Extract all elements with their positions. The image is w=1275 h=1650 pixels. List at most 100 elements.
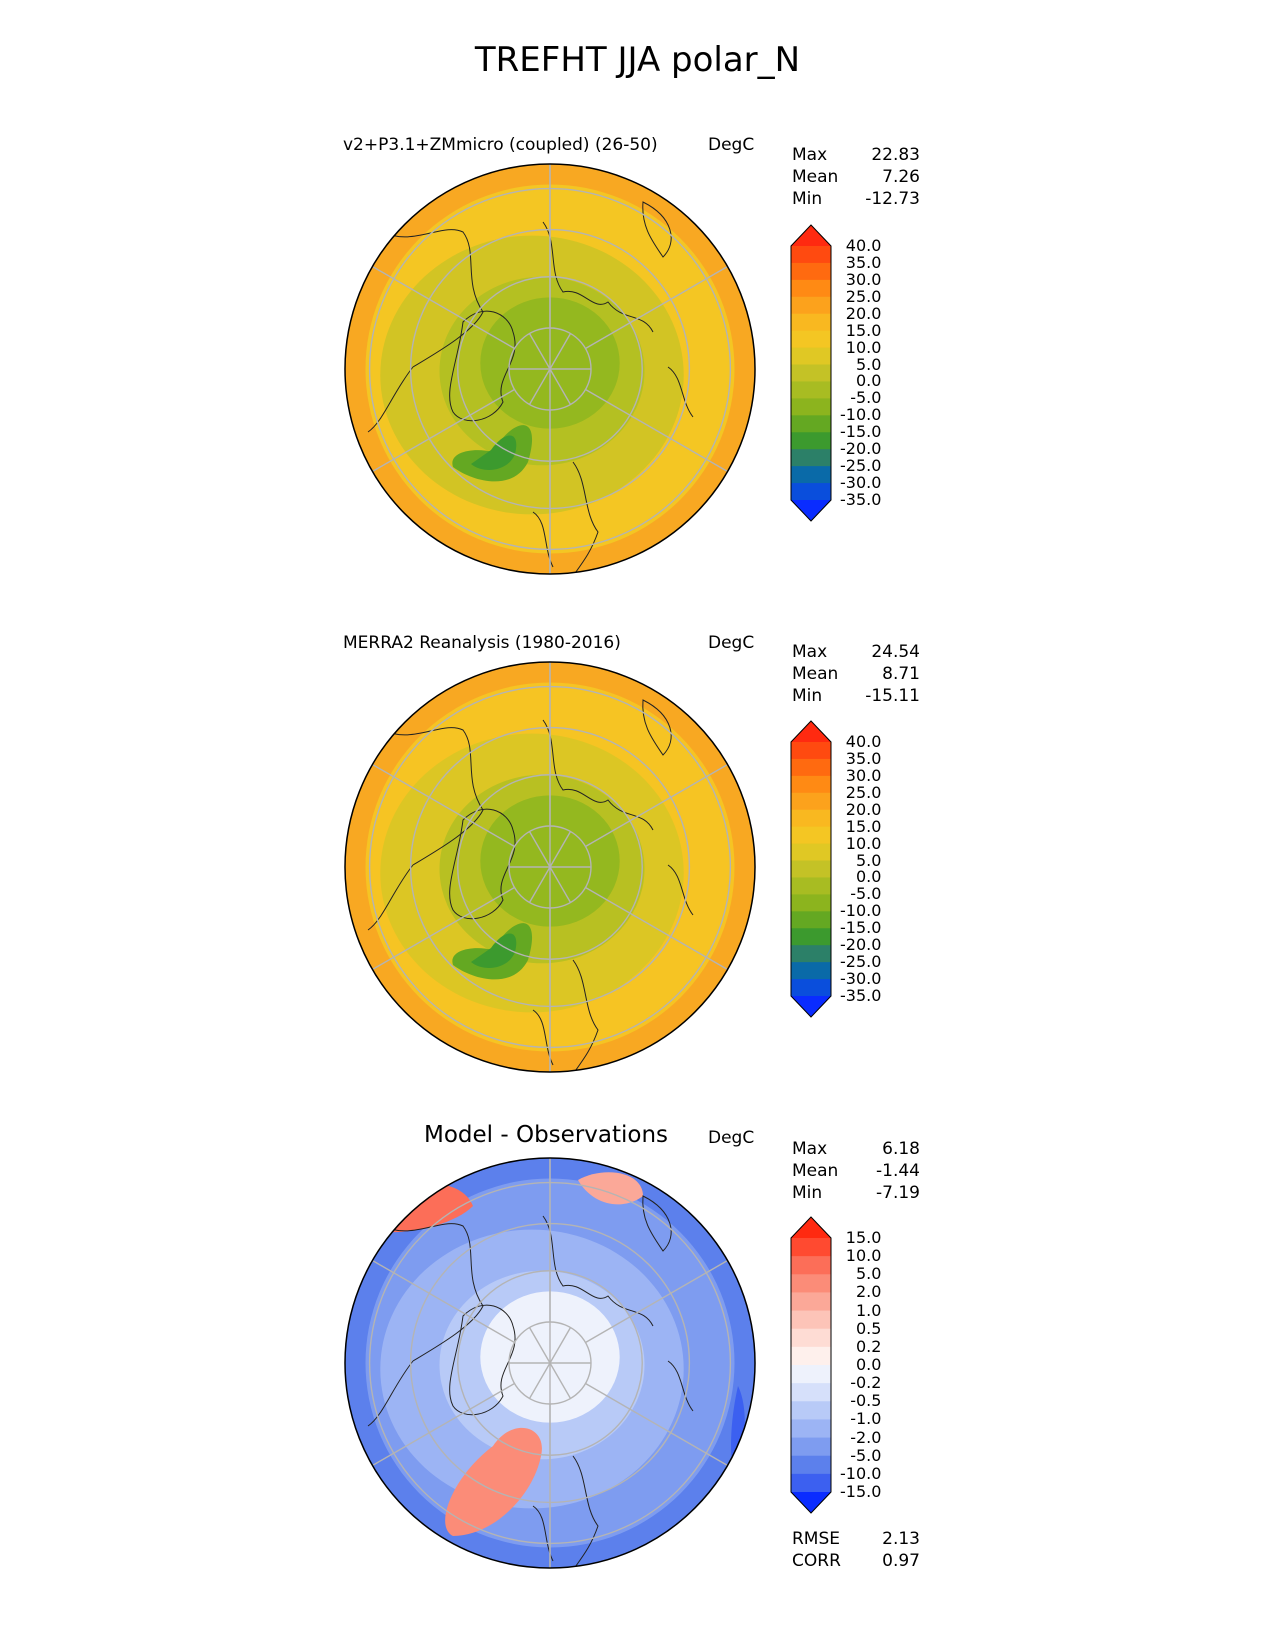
coastline (449, 808, 516, 920)
stat-mean: Mean -1.44 (792, 1160, 920, 1182)
polar-map (344, 661, 756, 1073)
meridian-line (585, 1259, 728, 1344)
stat-max: Max 24.54 (792, 641, 920, 663)
stat-min: Min -15.11 (792, 685, 920, 707)
figure-title: TREFHT JJA polar_N (474, 40, 801, 80)
stat-label: Max (792, 145, 828, 165)
colorbar-extend-max (791, 225, 831, 246)
stat-label: RMSE (792, 1529, 841, 1549)
colorbar-tick-label: -20.0 (840, 935, 882, 955)
meridian-line (585, 388, 728, 473)
colorbar (790, 1216, 832, 1514)
meridian-line (528, 1327, 551, 1364)
colorbar-tick-label: 10.0 (845, 833, 882, 853)
colorbar-segment (791, 1365, 831, 1384)
colorbar-segment (791, 979, 831, 997)
colorbar-segment (791, 347, 831, 366)
colorbar-segment (791, 1437, 831, 1457)
stat-value: 7.26 (882, 167, 920, 187)
coastline (367, 727, 484, 931)
colorbar-extend-min (791, 1492, 831, 1513)
colorbar-tick-label: 35.0 (845, 252, 882, 272)
meridian-line (528, 368, 551, 405)
colorbar (790, 720, 832, 1018)
warm-anomaly (578, 1172, 643, 1205)
meridian-line (549, 831, 572, 868)
colorbar-tick-label: -5.0 (850, 1445, 882, 1465)
colorbar-segment (791, 911, 831, 929)
greenland-core (471, 435, 517, 470)
colorbar-segment (791, 415, 831, 433)
colorbar-segment (791, 279, 831, 298)
colorbar-extend-max (791, 1217, 831, 1238)
colorbar-tick-label: 15.0 (845, 816, 882, 836)
stat-value: 8.71 (882, 664, 920, 684)
meridian-line (372, 763, 515, 848)
colorbar-segment (791, 809, 831, 828)
meridian-line (585, 763, 728, 848)
colorbar-outline (790, 1216, 832, 1514)
panel-title: MERRA2 Reanalysis (1980-2016) (343, 633, 621, 653)
meridian-line (372, 265, 515, 350)
map-boundary (344, 163, 756, 575)
colorbar-segment (791, 364, 831, 382)
colorbar-extend-min (791, 996, 831, 1017)
colorbar-tick-label: -0.2 (850, 1373, 882, 1393)
stat-label: Max (792, 1139, 828, 1159)
coastline (642, 699, 672, 756)
colorbar-segment (791, 466, 831, 484)
colorbar-tick-label: 35.0 (845, 748, 882, 768)
colorbar-outline (790, 720, 832, 1018)
colorbar-segment (791, 1401, 831, 1420)
meridian-line (585, 886, 728, 971)
colorbar-tick-label: -20.0 (840, 439, 882, 459)
meridian-line (549, 1362, 572, 1399)
colorbar-tick-label: 30.0 (845, 269, 882, 289)
colorbar-tick-label: -10.0 (840, 901, 882, 921)
stat-min: Min -12.73 (792, 188, 920, 210)
colorbar-tick-label: 15.0 (845, 1228, 882, 1247)
colorbar-tick-label: -10.0 (840, 1463, 882, 1483)
colorbar-segment (791, 742, 831, 760)
meridian-line (528, 831, 551, 868)
colorbar-outline (790, 224, 832, 522)
colorbar-segment (791, 962, 831, 980)
colorbar-tick-label: 5.0 (855, 1264, 882, 1284)
stats-block: Max 24.54 Mean 8.71 Min -15.11 (792, 641, 920, 707)
colorbar-segment (791, 843, 831, 862)
panel-observations: MERRA2 Reanalysis (1980-2016) DegC Max 24… (0, 0, 1275, 1073)
stat-max: Max 6.18 (792, 1138, 920, 1160)
coastline (667, 1360, 694, 1412)
stat-mean: Mean 8.71 (792, 663, 920, 685)
colorbar-tick-label: -0.5 (850, 1391, 882, 1411)
stat-value: -12.73 (865, 189, 920, 209)
stat-value: 24.54 (871, 642, 920, 662)
coastline (542, 719, 654, 831)
meridian-line (549, 866, 572, 903)
colorbar-segment (791, 449, 831, 467)
colorbar-segment (791, 398, 831, 416)
colorbar-tick-label: 2.0 (855, 1282, 882, 1302)
stat-value: 0.97 (882, 1551, 920, 1571)
colorbar-segment (791, 483, 831, 501)
panel-difference: Model - Observations DegC Max 6.18 Mean -1… (0, 0, 1275, 1571)
panel-title: Model - Observations (424, 1122, 669, 1148)
meridian-line (549, 1327, 572, 1364)
coastline (572, 1455, 599, 1568)
colorbar-segment (791, 945, 831, 963)
colorbar (790, 224, 832, 522)
stat-label: Min (792, 1183, 823, 1203)
colorbar-tick-label: 0.0 (855, 1355, 882, 1374)
greenland-core (471, 933, 517, 968)
colorbar-tick-label: -2.0 (850, 1427, 882, 1447)
colorbar-tick-label: -15.0 (840, 1482, 882, 1501)
colorbar-segment (791, 1419, 831, 1439)
stat-label: Min (792, 686, 823, 706)
meridian-line (585, 1382, 728, 1467)
warm-anomaly (445, 1427, 542, 1536)
colorbar-tick-label: -5.0 (850, 388, 882, 408)
colorbar-segment (791, 313, 831, 332)
stat-label: Min (792, 189, 823, 209)
colorbar-segment (791, 894, 831, 912)
colorbar-segment (791, 246, 831, 264)
